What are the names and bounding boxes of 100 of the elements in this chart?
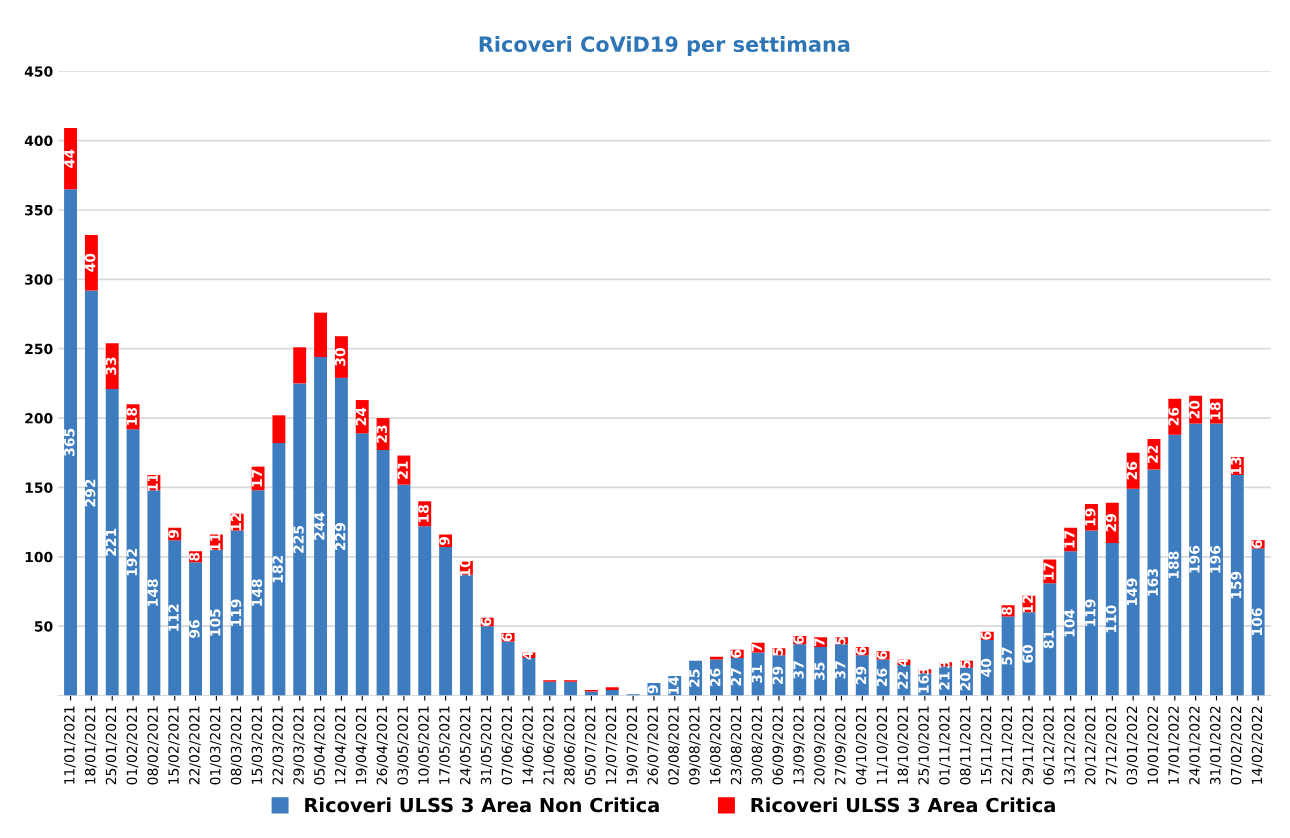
data-label: 6 xyxy=(1251,540,1263,549)
x-tick-label: 18/10/2021 xyxy=(897,706,910,784)
data-label: 5 xyxy=(772,647,783,656)
data-label: 21 xyxy=(939,672,950,690)
bar xyxy=(293,347,307,384)
data-label: 20 xyxy=(1189,400,1200,419)
data-label: 221 xyxy=(105,528,117,556)
data-label: 16 xyxy=(918,675,929,693)
x-tick-label: 21/06/2021 xyxy=(543,706,555,785)
data-label: 106 xyxy=(1251,608,1263,635)
bar xyxy=(272,415,286,444)
x-tick-label: 01/11/2021 xyxy=(939,706,951,785)
data-label: 35 xyxy=(814,662,825,680)
x-tick-label: 23/08/2021 xyxy=(730,706,743,785)
data-label: 40 xyxy=(84,253,96,272)
bar xyxy=(376,449,390,696)
x-tick-label: 27/12/2021 xyxy=(1105,706,1118,785)
x-tick-label: 06/09/2021 xyxy=(772,706,785,785)
x-tick-label: 27/09/2021 xyxy=(834,706,847,785)
data-label: 60 xyxy=(1022,644,1033,663)
data-label: 26 xyxy=(1168,407,1179,426)
data-label: 188 xyxy=(1168,551,1179,579)
x-tick-label: 25/01/2021 xyxy=(105,706,118,785)
data-label: 5 xyxy=(960,660,971,669)
x-tick-label: 29/03/2021 xyxy=(293,706,305,785)
bar xyxy=(355,433,369,696)
data-label: 26 xyxy=(876,668,888,687)
x-tick-label: 08/03/2021 xyxy=(230,706,243,785)
x-tick-label: 13/12/2021 xyxy=(1064,706,1076,784)
data-label: 18 xyxy=(126,407,138,425)
data-label: 229 xyxy=(334,523,346,551)
x-tick-label: 14/02/2022 xyxy=(1251,706,1264,784)
x-tick-label: 06/12/2021 xyxy=(1043,706,1055,785)
bar xyxy=(605,687,619,690)
x-tick-label: 02/08/2021 xyxy=(668,706,680,785)
data-label: 6 xyxy=(855,647,867,656)
data-label: 192 xyxy=(126,549,138,576)
data-label: 6 xyxy=(730,649,742,658)
data-label: 23 xyxy=(376,425,388,443)
y-tick-label: 150 xyxy=(25,482,53,493)
bar xyxy=(209,549,223,696)
x-tick-label: 07/02/2022 xyxy=(1230,706,1243,785)
x-tick-label: 31/01/2022 xyxy=(1210,706,1222,785)
x-tick-label: 20/12/2021 xyxy=(1084,706,1097,785)
data-label: 33 xyxy=(105,357,117,375)
data-label: 12 xyxy=(230,513,242,531)
x-tick-label: 01/03/2021 xyxy=(209,706,222,785)
bar xyxy=(522,658,536,696)
data-label: 21 xyxy=(397,461,408,479)
bar xyxy=(397,484,411,696)
data-label: 5 xyxy=(835,636,846,645)
x-tick-label: 22/11/2021 xyxy=(1001,706,1014,785)
data-label: 37 xyxy=(793,661,804,679)
data-label: 7 xyxy=(814,638,825,647)
data-label: 196 xyxy=(1189,545,1200,573)
data-label: 29 xyxy=(772,666,783,684)
data-label: 22 xyxy=(897,671,908,689)
bar xyxy=(126,429,140,696)
data-label: 182 xyxy=(272,556,283,583)
data-label: 17 xyxy=(1043,562,1054,580)
bar xyxy=(334,377,348,696)
x-tick-label: 10/05/2021 xyxy=(418,706,430,784)
data-label: 9 xyxy=(168,529,179,539)
x-tick-label: 19/04/2021 xyxy=(355,706,368,784)
bar xyxy=(480,626,494,696)
data-label: 14 xyxy=(668,676,679,694)
bar xyxy=(1105,542,1119,696)
data-label: 105 xyxy=(209,609,221,636)
x-tick-label: 07/06/2021 xyxy=(501,706,514,785)
data-label: 96 xyxy=(189,620,200,638)
data-label: 31 xyxy=(751,665,763,683)
data-label: 9 xyxy=(439,536,450,545)
data-label: 163 xyxy=(1147,569,1158,596)
data-label: 112 xyxy=(168,604,179,631)
data-label: 119 xyxy=(230,599,242,626)
y-tick-label: 300 xyxy=(25,274,53,285)
x-tick-label: 15/03/2021 xyxy=(251,706,264,784)
x-tick-label: 01/02/2021 xyxy=(126,706,139,785)
bar xyxy=(439,547,453,696)
bar xyxy=(605,689,619,696)
legend-label: Ricoveri ULSS 3 Area Critica xyxy=(751,797,1055,813)
y-tick-label: 400 xyxy=(24,135,53,147)
bar xyxy=(147,490,161,696)
y-tick-label: 250 xyxy=(25,343,53,355)
bar xyxy=(1001,616,1015,696)
x-tick-label: 16/08/2021 xyxy=(709,706,722,784)
x-tick-label: 20/09/2021 xyxy=(814,706,826,785)
bar xyxy=(543,681,557,696)
x-tick-label: 08/11/2021 xyxy=(959,706,972,785)
x-tick-label: 29/11/2021 xyxy=(1022,706,1035,785)
x-tick-label: 26/04/2021 xyxy=(376,706,389,785)
y-tick-label: 100 xyxy=(25,551,53,563)
x-tick-label: 26/07/2021 xyxy=(647,706,660,785)
data-label: 148 xyxy=(251,579,263,606)
data-label: 225 xyxy=(293,525,304,553)
x-tick-label: 24/05/2021 xyxy=(459,706,472,785)
x-tick-label: 15/02/2021 xyxy=(168,706,180,784)
bar xyxy=(1043,583,1057,696)
data-label: 11 xyxy=(210,533,221,551)
data-label: 6 xyxy=(501,633,513,642)
